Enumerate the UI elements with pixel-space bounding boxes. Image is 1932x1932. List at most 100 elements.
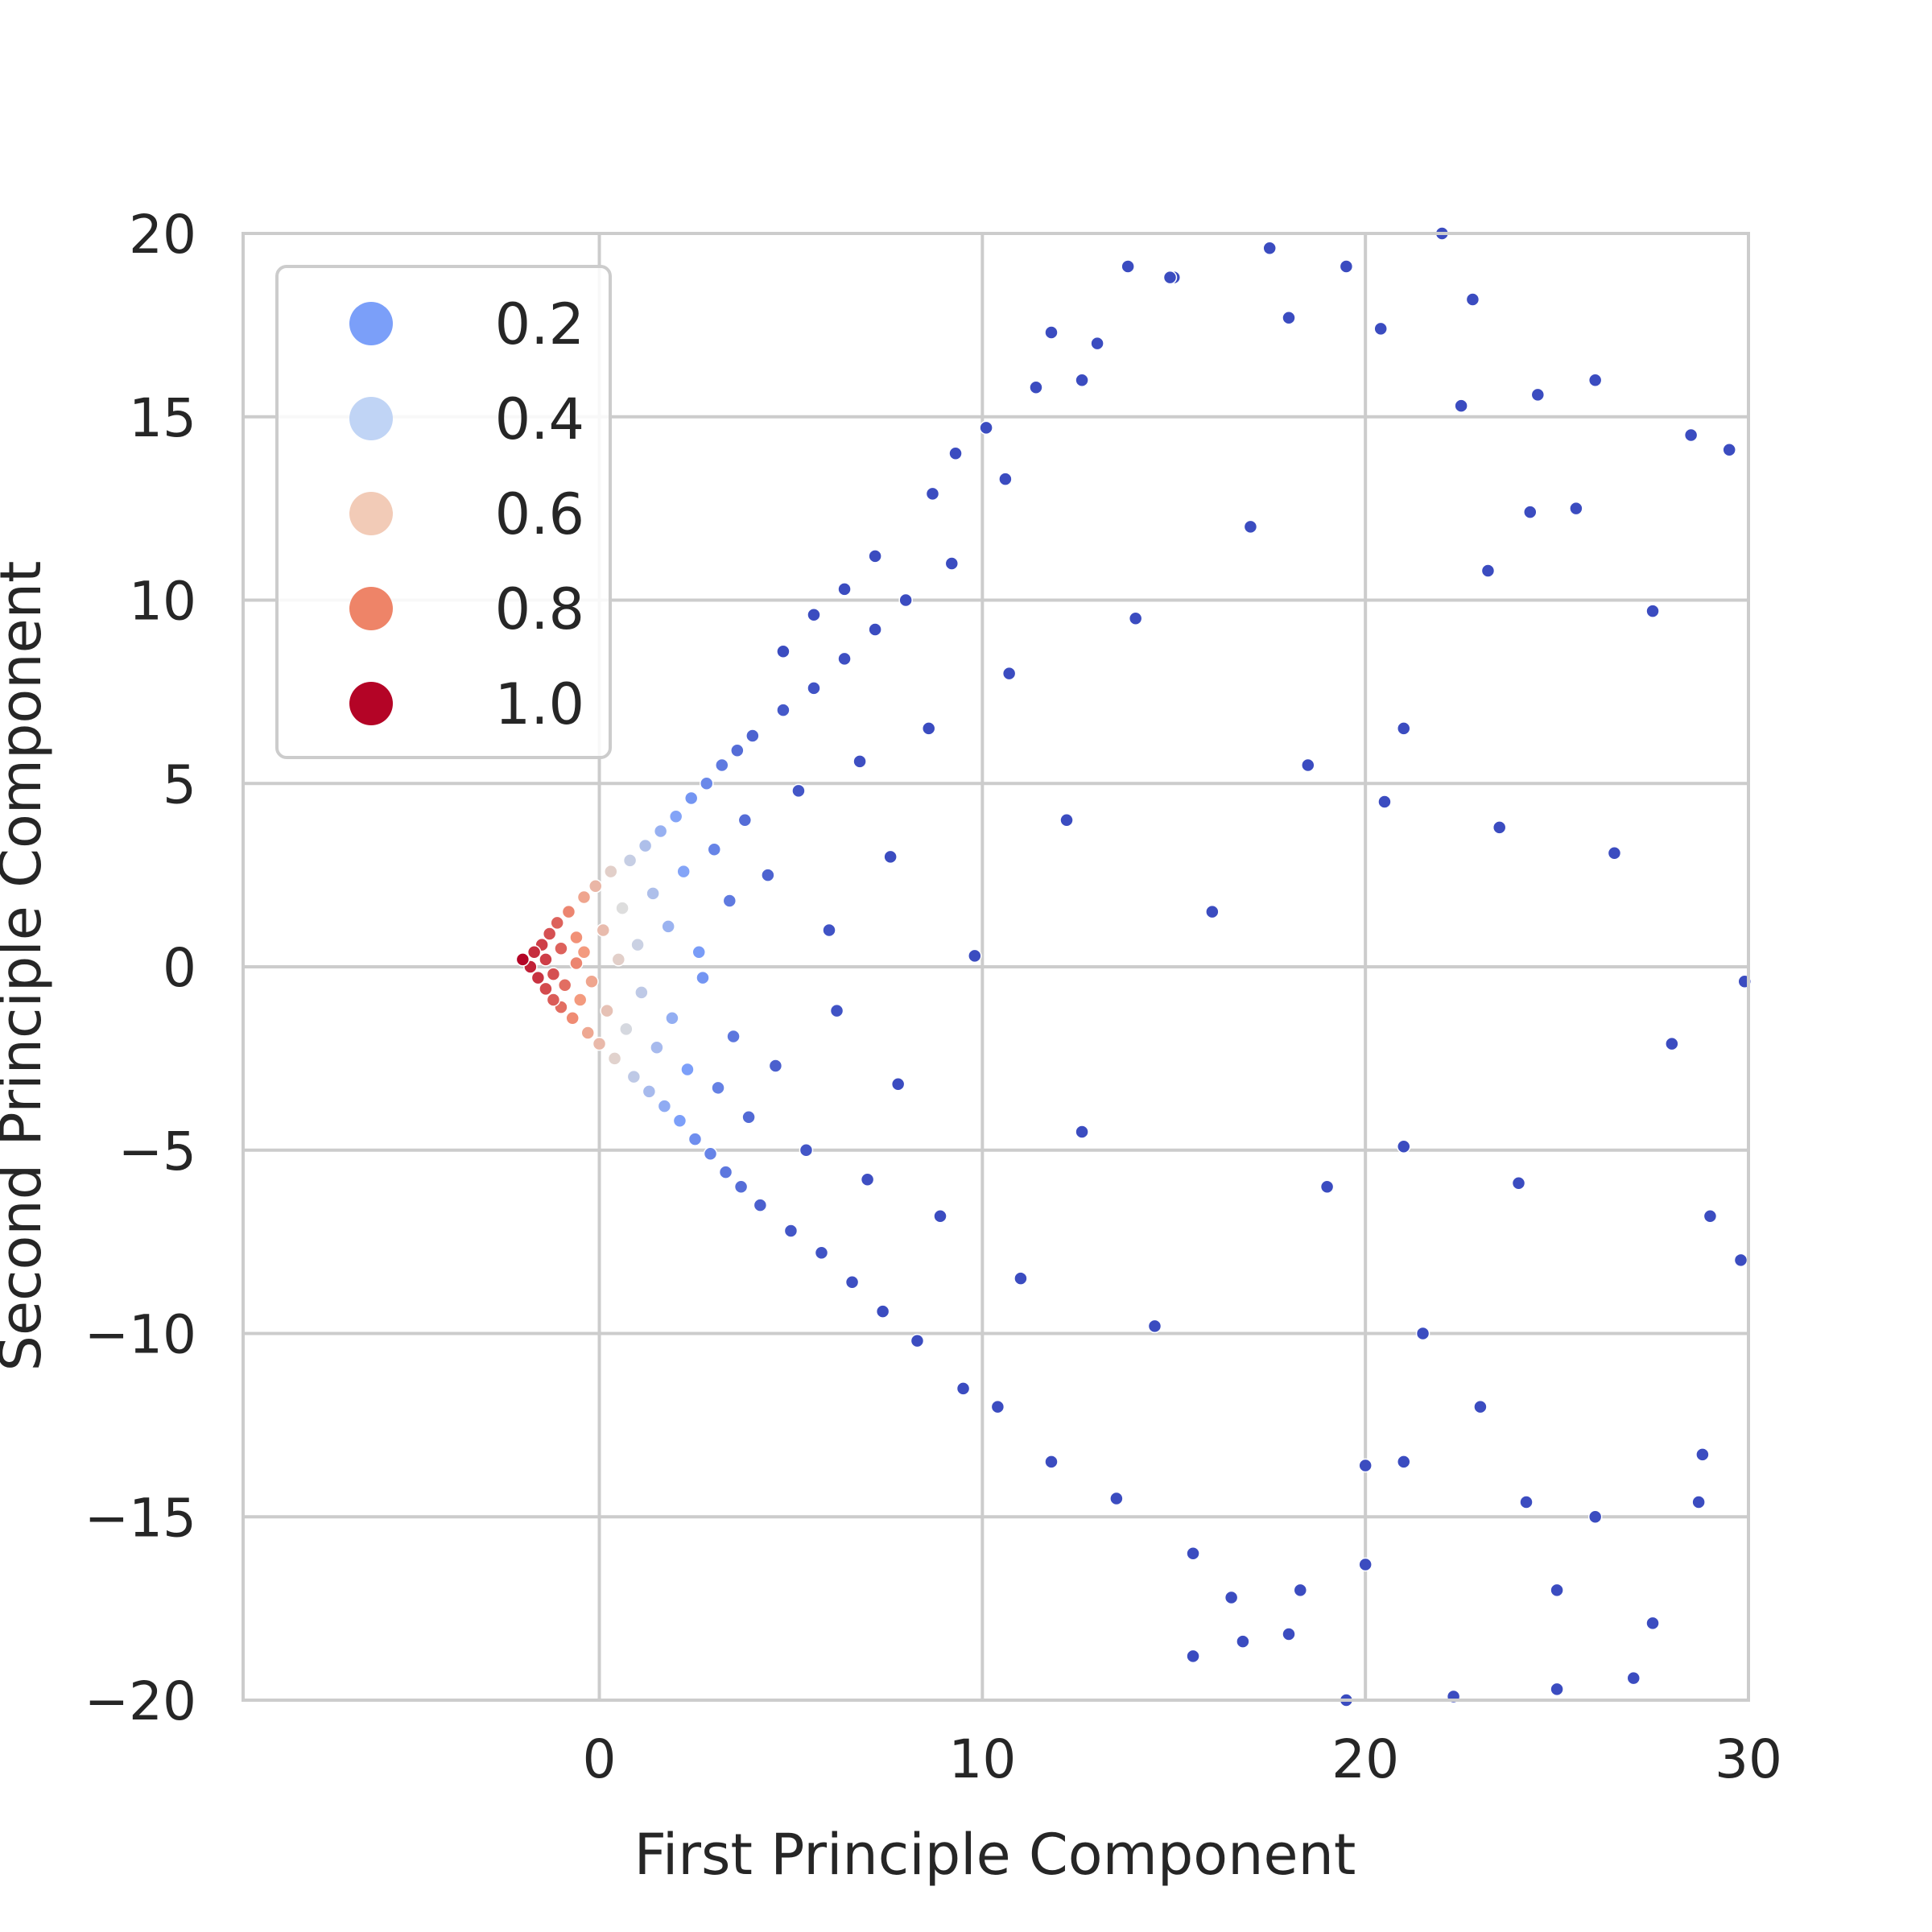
data-point xyxy=(783,1224,799,1238)
data-point xyxy=(711,1080,725,1096)
x-tick-label: 30 xyxy=(1715,1728,1782,1790)
data-point xyxy=(1243,519,1258,535)
data-point xyxy=(1550,1583,1564,1598)
data-point xyxy=(741,1110,756,1125)
data-point xyxy=(1090,336,1104,351)
data-point xyxy=(550,915,564,931)
y-tick-label: 20 xyxy=(129,204,196,266)
data-point xyxy=(898,592,913,608)
data-point xyxy=(542,927,557,941)
data-point xyxy=(1454,398,1468,413)
data-point xyxy=(925,486,940,502)
data-point xyxy=(737,813,753,828)
data-point xyxy=(1282,1627,1296,1641)
data-point xyxy=(1186,1649,1200,1664)
data-point xyxy=(860,1172,875,1187)
data-point xyxy=(700,776,714,791)
data-point xyxy=(998,472,1013,486)
data-point xyxy=(1128,611,1143,626)
data-point xyxy=(1301,758,1315,773)
data-point xyxy=(1147,1319,1162,1334)
data-point xyxy=(1550,1682,1564,1697)
data-point xyxy=(1044,1455,1059,1469)
data-point xyxy=(1703,1208,1718,1224)
data-point xyxy=(672,1113,687,1129)
data-point xyxy=(921,721,936,736)
y-tick-label: −5 xyxy=(118,1121,196,1183)
data-point xyxy=(615,901,630,915)
data-point xyxy=(1683,427,1699,443)
data-point xyxy=(1377,795,1392,809)
data-point xyxy=(665,1011,679,1026)
data-point xyxy=(883,849,898,865)
data-point xyxy=(807,681,821,696)
data-point xyxy=(557,978,572,993)
legend-label: 0.2 xyxy=(495,291,584,357)
data-point xyxy=(1397,721,1411,736)
legend-label: 1.0 xyxy=(495,671,584,737)
data-point xyxy=(638,838,653,853)
data-point xyxy=(1121,259,1135,274)
data-point xyxy=(619,1022,634,1037)
data-point xyxy=(868,622,882,637)
data-point xyxy=(1236,1634,1250,1649)
data-point xyxy=(768,1059,783,1073)
y-tick-label: 0 xyxy=(163,937,196,999)
data-point xyxy=(1415,1326,1430,1341)
data-point xyxy=(844,1274,860,1290)
data-point xyxy=(703,1146,718,1162)
data-point xyxy=(948,446,963,461)
data-point xyxy=(944,556,960,571)
y-tick-label: 10 xyxy=(129,571,196,633)
data-point xyxy=(707,842,722,857)
data-point xyxy=(1397,1139,1411,1154)
legend-entries: 0.2 0.4 0.6 0.8 1.0 xyxy=(349,291,584,737)
data-point xyxy=(1224,1590,1239,1605)
data-point xyxy=(776,703,791,717)
data-point xyxy=(1358,1557,1373,1572)
data-point xyxy=(745,729,760,743)
data-point xyxy=(733,1179,749,1195)
data-point xyxy=(600,1003,614,1018)
data-point xyxy=(1665,1036,1679,1051)
data-point xyxy=(646,886,660,901)
data-point xyxy=(661,919,675,934)
data-point xyxy=(622,853,638,868)
data-point xyxy=(546,967,561,981)
data-point xyxy=(1695,1447,1710,1462)
data-point xyxy=(1044,325,1059,340)
data-point xyxy=(526,945,542,960)
data-point xyxy=(576,890,592,905)
data-point xyxy=(565,1011,580,1026)
data-point xyxy=(554,941,568,956)
data-point xyxy=(569,930,584,945)
data-point xyxy=(1691,1495,1706,1509)
y-tick-label: −15 xyxy=(85,1487,196,1549)
data-point xyxy=(1569,501,1583,516)
legend: 0.2 0.4 0.6 0.8 1.0 xyxy=(275,265,612,759)
x-tick-label: 0 xyxy=(583,1728,617,1790)
data-point xyxy=(822,923,836,938)
data-point xyxy=(1530,387,1546,402)
data-point xyxy=(561,904,576,919)
data-point xyxy=(642,1084,657,1099)
data-point xyxy=(968,948,982,964)
legend-marker xyxy=(349,397,393,440)
data-point xyxy=(1162,270,1178,285)
data-point xyxy=(634,985,649,1000)
data-point xyxy=(933,1208,947,1224)
data-point xyxy=(776,644,791,659)
data-point xyxy=(1075,1125,1089,1139)
data-point xyxy=(1397,1455,1411,1469)
y-tick-label: −20 xyxy=(85,1670,196,1732)
data-point xyxy=(696,970,710,985)
data-point xyxy=(569,956,584,971)
data-point xyxy=(761,868,775,882)
legend-label: 0.8 xyxy=(495,576,584,642)
data-point xyxy=(588,879,603,894)
data-point xyxy=(676,864,691,879)
data-point xyxy=(1465,292,1480,307)
legend-marker xyxy=(349,492,393,535)
data-point xyxy=(990,1399,1005,1414)
legend-label: 0.4 xyxy=(495,386,584,452)
